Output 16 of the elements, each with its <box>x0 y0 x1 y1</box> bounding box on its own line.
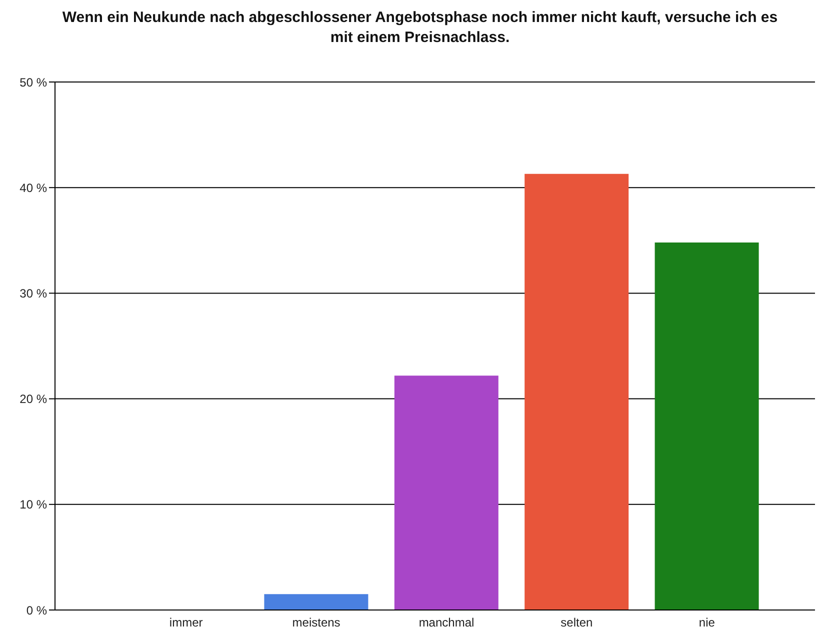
y-tick-label: 20 % <box>20 392 48 406</box>
bar <box>654 242 759 610</box>
y-tick-label: 0 % <box>26 603 48 618</box>
y-tick-label: 50 % <box>20 75 48 90</box>
bar <box>394 376 498 610</box>
x-tick-label: immer <box>169 616 203 630</box>
y-tick-label: 30 % <box>20 286 48 300</box>
x-tick-label: manchmal <box>418 616 474 630</box>
y-tick-label: 10 % <box>20 498 48 512</box>
x-tick-label: selten <box>560 616 593 630</box>
x-tick-label: meistens <box>292 616 340 630</box>
y-tick-label: 40 % <box>20 180 48 195</box>
chart-title: Wenn ein Neukunde nach abgeschlossener Angebotsphase noch immer nicht kauft, versuche ich es mit einem Preisnachlass. <box>61 8 779 48</box>
bar <box>264 594 368 610</box>
x-tick-label: nie <box>698 616 716 630</box>
bar <box>524 174 629 610</box>
